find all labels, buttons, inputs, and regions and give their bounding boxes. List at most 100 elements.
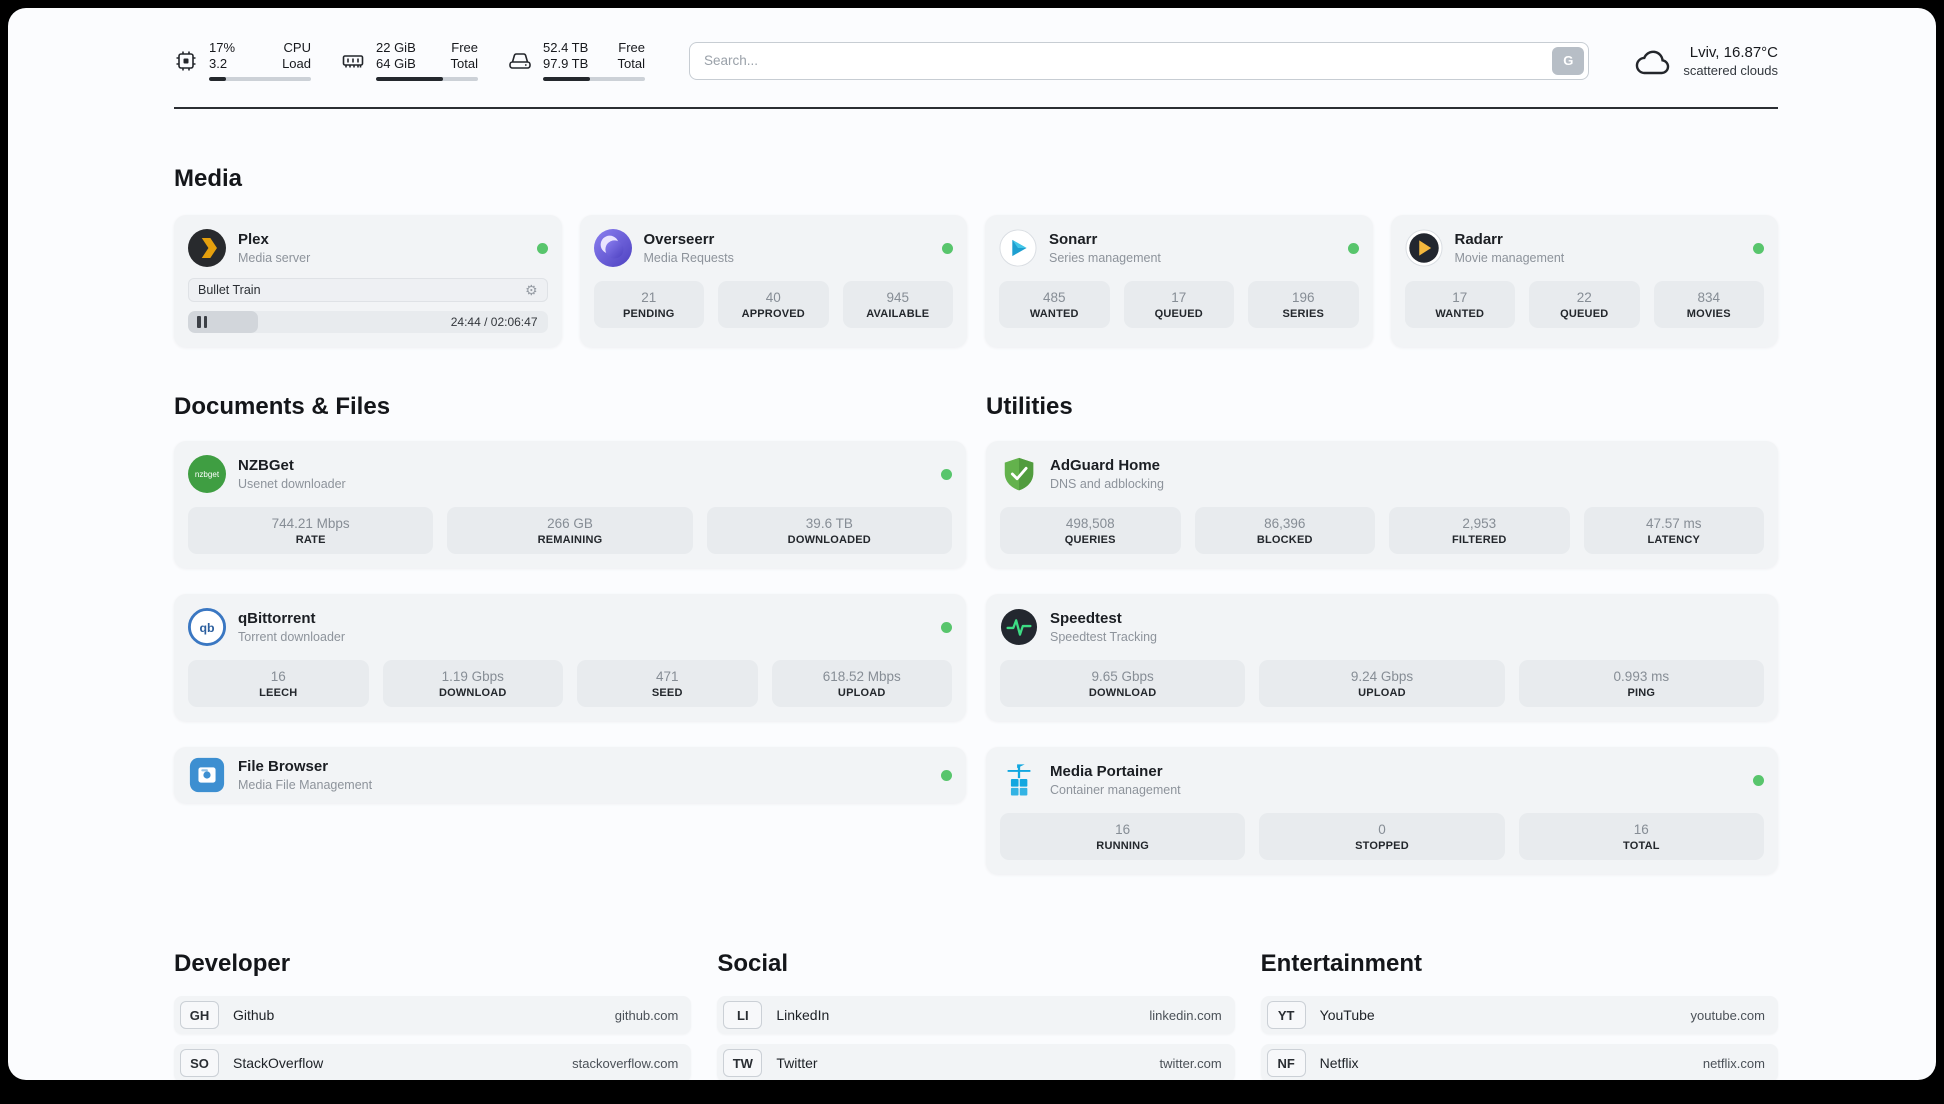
- overseerr-icon: [593, 229, 632, 267]
- search-input[interactable]: [689, 41, 1590, 80]
- bookmark-abbr: YT: [1266, 1001, 1306, 1029]
- bookmark-abbr: SO: [180, 1049, 219, 1077]
- app-card-radarr[interactable]: Radarr Movie management 17 WANTED 22 QUE…: [1390, 215, 1778, 347]
- memory-label-top: Free: [451, 40, 478, 55]
- app-name: Speedtest: [1050, 610, 1122, 627]
- memory-progress-bar: [376, 77, 478, 81]
- pause-icon[interactable]: [197, 316, 207, 328]
- bookmark-abbr: TW: [723, 1049, 763, 1077]
- app-subtitle: Movie management: [1454, 251, 1565, 265]
- app-card-qbittorrent[interactable]: qb qBittorrent Torrent downloader: [174, 594, 966, 721]
- disk-free-value: 52.4 TB: [543, 40, 589, 55]
- memory-free-value: 22 GiB: [376, 40, 416, 55]
- status-dot: [1753, 774, 1764, 786]
- bookmark-url: twitter.com: [1159, 1055, 1222, 1071]
- app-name: File Browser: [238, 758, 329, 775]
- status-dot: [1347, 242, 1359, 254]
- app-card-overseerr[interactable]: Overseerr Media Requests 21 PENDING 40 A…: [579, 215, 967, 347]
- app-name: Overseerr: [643, 231, 715, 248]
- cloud-icon: [1636, 50, 1670, 74]
- app-card-sonarr[interactable]: Sonarr Series management 485 WANTED 17 Q…: [985, 215, 1373, 347]
- social-bookmarks: Social LI LinkedIn linkedin.com TW Twitt…: [717, 950, 1235, 1080]
- bookmark-stackoverflow[interactable]: SO StackOverflow stackoverflow.com: [174, 1044, 692, 1080]
- bookmark-linkedin[interactable]: LI LinkedIn linkedin.com: [717, 996, 1235, 1034]
- documents-column: Documents & Files nzbget: [174, 393, 966, 874]
- bookmark-url: github.com: [614, 1007, 679, 1023]
- stat-total: 16 TOTAL: [1518, 813, 1764, 860]
- svg-text:nzbget: nzbget: [195, 470, 220, 479]
- disk-total-value: 97.9 TB: [543, 56, 589, 71]
- search-engine-button[interactable]: G: [1552, 46, 1585, 75]
- cpu-usage-value: 17%: [209, 40, 236, 55]
- media-grid: Plex Media server Bullet Train ⚙ 24:44 /…: [174, 215, 1778, 347]
- gear-icon[interactable]: ⚙: [524, 282, 538, 298]
- memory-monitor-widget: 22 GiB 64 GiB Free Total: [341, 40, 478, 81]
- app-name: Plex: [238, 231, 269, 248]
- stat-latency: 47.57 ms LATENCY: [1583, 507, 1764, 554]
- bookmark-netflix[interactable]: NF Netflix netflix.com: [1260, 1044, 1778, 1080]
- bookmark-url: stackoverflow.com: [572, 1055, 679, 1071]
- stat-wanted: 485 WANTED: [999, 281, 1110, 328]
- header-divider: [174, 107, 1778, 109]
- app-subtitle: Torrent downloader: [238, 630, 346, 644]
- top-bar: 17% 3.2 CPU Load: [174, 8, 1778, 81]
- app-name: Media Portainer: [1050, 763, 1163, 780]
- qbittorrent-icon: qb: [188, 608, 226, 646]
- app-subtitle: Series management: [1049, 251, 1161, 265]
- app-card-filebrowser[interactable]: File Browser Media File Management: [174, 747, 966, 803]
- bookmark-name: Twitter: [776, 1055, 818, 1071]
- stat-filtered: 2,953 FILTERED: [1389, 507, 1570, 554]
- app-subtitle: DNS and adblocking: [1050, 477, 1164, 491]
- bookmark-youtube[interactable]: YT YouTube youtube.com: [1260, 996, 1778, 1034]
- memory-label-bottom: Total: [450, 56, 478, 71]
- weather-location: Lviv, 16.87°C: [1689, 43, 1778, 61]
- app-subtitle: Speedtest Tracking: [1050, 630, 1158, 644]
- stat-queries: 498,508 QUERIES: [1000, 507, 1181, 554]
- stat-remaining: 266 GB REMAINING: [447, 507, 693, 554]
- bookmark-name: Github: [233, 1007, 275, 1023]
- speedtest-icon: [1000, 608, 1038, 646]
- search-bar: G: [689, 41, 1590, 80]
- app-card-speedtest[interactable]: Speedtest Speedtest Tracking 9.65 Gbps D…: [986, 594, 1778, 721]
- app-name: AdGuard Home: [1050, 457, 1161, 474]
- stat-queued: 22 QUEUED: [1529, 281, 1640, 328]
- weather-condition: scattered clouds: [1683, 62, 1778, 78]
- bookmark-abbr: GH: [180, 1001, 219, 1029]
- status-dot: [1753, 242, 1764, 254]
- bookmark-abbr: LI: [723, 1001, 763, 1029]
- bookmark-twitter[interactable]: TW Twitter twitter.com: [717, 1044, 1235, 1080]
- plex-progress-bar[interactable]: 24:44 / 02:06:47: [188, 311, 548, 333]
- now-playing-title: Bullet Train: [198, 283, 261, 297]
- section-title-media: Media: [174, 165, 243, 192]
- stat-stopped: 0 STOPPED: [1259, 813, 1505, 860]
- cpu-chip-icon: [176, 51, 196, 70]
- cpu-label-bottom: Load: [282, 56, 311, 71]
- developer-bookmarks: Developer GH Github github.com SO StackO…: [174, 950, 692, 1080]
- portainer-icon: [1000, 761, 1038, 799]
- memory-total-value: 64 GiB: [376, 56, 416, 71]
- stat-rate: 744.21 Mbps RATE: [188, 507, 434, 554]
- stat-downloaded: 39.6 TB DOWNLOADED: [706, 507, 952, 554]
- app-subtitle: Media File Management: [238, 778, 373, 792]
- app-card-portainer[interactable]: Media Portainer Container management 16 …: [986, 747, 1778, 874]
- app-card-nzbget[interactable]: nzbget NZBGet Usenet downloader 74: [174, 441, 966, 568]
- app-card-adguard[interactable]: AdGuard Home DNS and adblocking 498,508 …: [986, 441, 1778, 568]
- section-title-developer: Developer: [174, 950, 291, 977]
- stat-pending: 21 PENDING: [593, 281, 704, 328]
- app-name: NZBGet: [238, 457, 294, 474]
- app-card-plex[interactable]: Plex Media server Bullet Train ⚙ 24:44 /…: [174, 215, 562, 347]
- disk-label-top: Free: [618, 40, 645, 55]
- stat-download: 1.19 Gbps DOWNLOAD: [382, 660, 563, 707]
- filebrowser-icon: [188, 756, 226, 794]
- bookmark-abbr: NF: [1266, 1049, 1306, 1077]
- bookmark-url: youtube.com: [1690, 1007, 1765, 1023]
- memory-icon: [342, 54, 364, 67]
- hard-drive-icon: [509, 52, 531, 69]
- bookmark-github[interactable]: GH Github github.com: [174, 996, 692, 1034]
- app-subtitle: Media server: [238, 251, 311, 265]
- stat-ping: 0.993 ms PING: [1518, 660, 1764, 707]
- section-title-documents: Documents & Files: [174, 393, 391, 420]
- cpu-label-top: CPU: [283, 40, 311, 55]
- radarr-icon: [1404, 229, 1443, 267]
- dashboard-page: 17% 3.2 CPU Load: [8, 8, 1936, 1080]
